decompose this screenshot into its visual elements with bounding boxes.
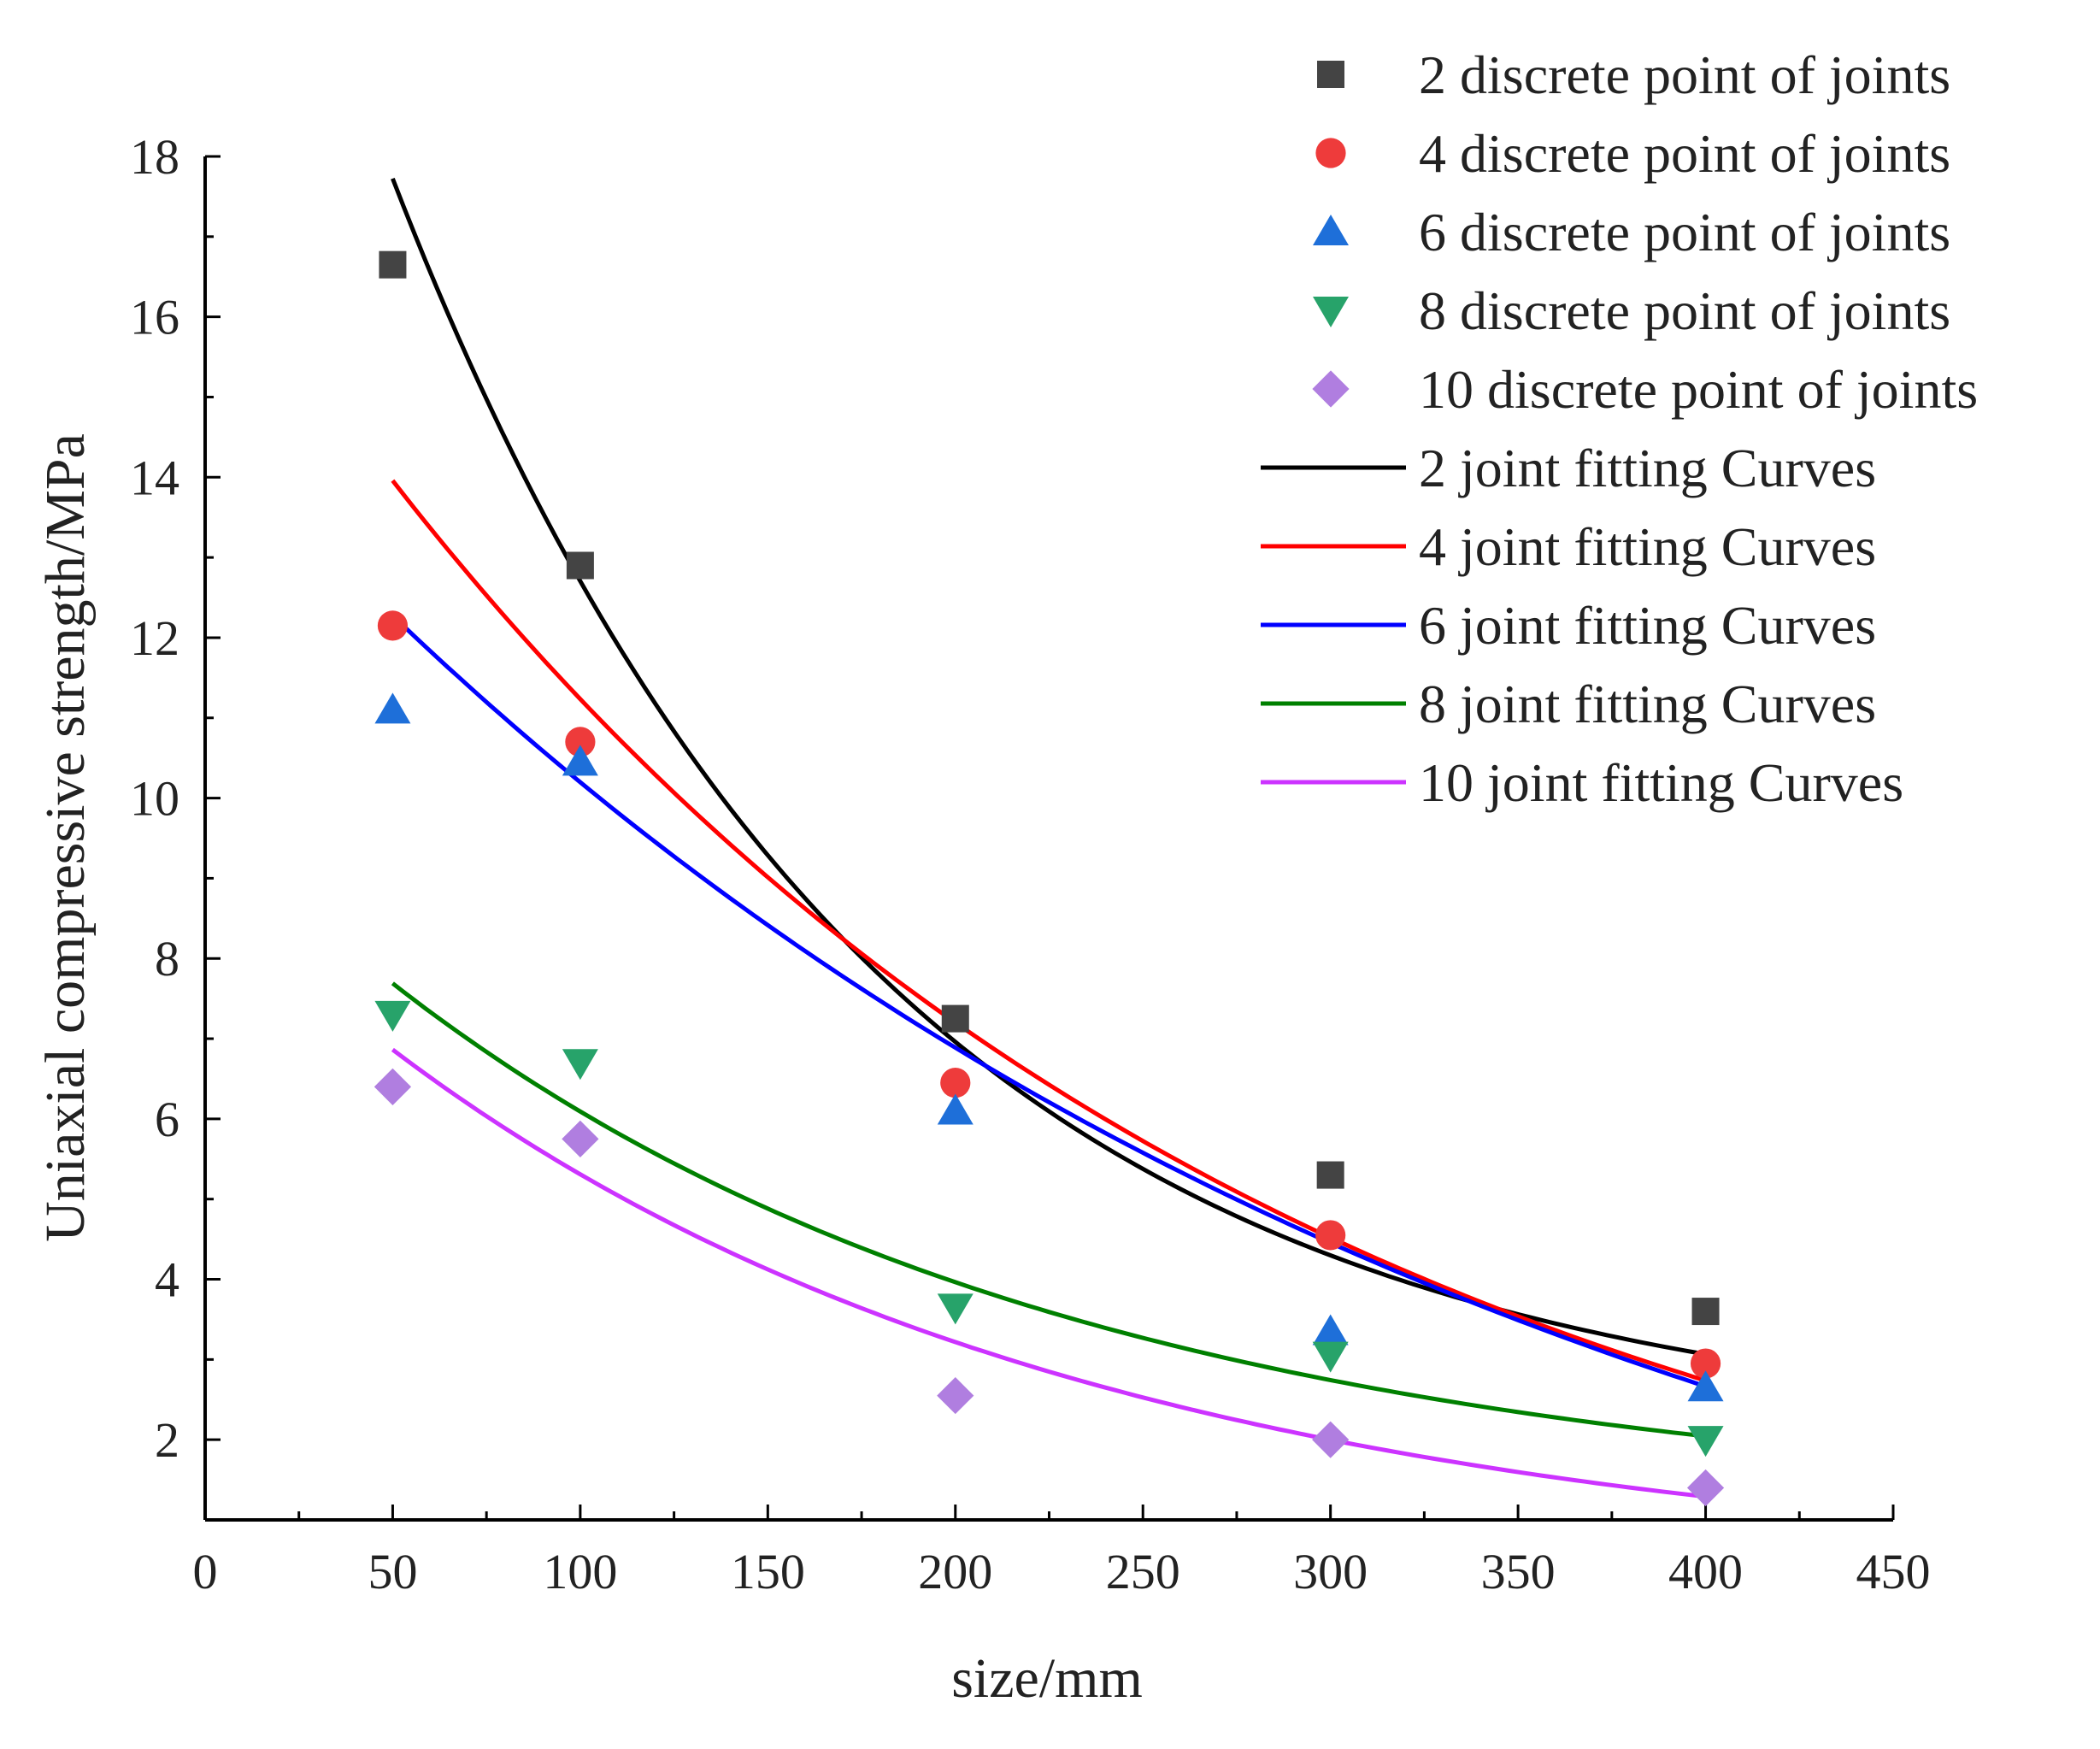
y-tick-label: 2 xyxy=(155,1412,179,1468)
legend-label-3: 6 discrete point of joints xyxy=(1419,202,1950,262)
legend-label-1: 2 discrete point of joints xyxy=(1419,44,1950,105)
legend-marker-1 xyxy=(1317,61,1344,88)
legend-label-2: 4 discrete point of joints xyxy=(1419,123,1950,184)
data-point-series-1 xyxy=(941,1004,969,1033)
data-point-series-4 xyxy=(937,1293,974,1325)
data-point-series-5 xyxy=(937,1376,974,1415)
y-axis-title: Uniaxial compressive strength/MPa xyxy=(34,433,97,1242)
data-point-series-5 xyxy=(562,1120,599,1157)
data-point-series-2 xyxy=(1315,1220,1346,1251)
fit-curve-5 xyxy=(391,1047,1706,1499)
data-point-series-2 xyxy=(1690,1348,1721,1379)
x-tick-label: 100 xyxy=(543,1544,617,1599)
y-tick-label: 14 xyxy=(130,450,179,505)
data-point-series-5 xyxy=(1686,1469,1725,1507)
fit-curves xyxy=(391,177,1707,1499)
data-point-series-4 xyxy=(562,1049,598,1081)
data-point-series-3 xyxy=(1687,1370,1724,1402)
y-axis: 2 4 6 8 10 12 14 16 18 xyxy=(130,129,221,1522)
y-tick-label: 12 xyxy=(130,610,179,666)
data-point-series-3 xyxy=(937,1093,974,1125)
x-axis: 0 50 100 150 200 250 300 350 400 450 xyxy=(193,1505,1931,1599)
data-point-series-1 xyxy=(1691,1298,1720,1326)
legend-marker-4 xyxy=(1313,297,1349,327)
data-point-series-3 xyxy=(374,692,411,724)
data-point-series-2 xyxy=(940,1068,971,1098)
y-tick-label: 16 xyxy=(130,290,179,345)
x-tick-label: 0 xyxy=(193,1544,218,1599)
legend-marker-3 xyxy=(1313,215,1349,245)
fit-curve-3 xyxy=(391,614,1707,1389)
data-point-series-1 xyxy=(566,551,594,580)
fit-curve-2 xyxy=(391,479,1707,1383)
y-tick-label: 18 xyxy=(130,129,179,185)
x-tick-label: 250 xyxy=(1106,1544,1180,1599)
legend-label-4: 8 discrete point of joints xyxy=(1419,280,1950,341)
legend: 2 discrete point of joints 4 discrete poi… xyxy=(1261,44,1978,813)
y-tick-label: 6 xyxy=(155,1092,179,1147)
data-point-series-3 xyxy=(562,745,598,776)
x-tick-label: 150 xyxy=(731,1544,805,1599)
x-tick-label: 200 xyxy=(918,1544,992,1599)
scatter-points xyxy=(374,250,1725,1507)
data-point-series-4 xyxy=(1312,1341,1349,1373)
legend-fit-label-3: 6 joint fitting Curves xyxy=(1419,595,1876,656)
legend-marker-5 xyxy=(1312,370,1350,408)
data-point-series-4 xyxy=(374,1000,411,1032)
legend-fit-label-2: 4 joint fitting Curves xyxy=(1419,516,1876,577)
legend-label-5: 10 discrete point of joints xyxy=(1419,359,1978,420)
data-point-series-2 xyxy=(565,727,596,757)
legend-fit-label-5: 10 joint fitting Curves xyxy=(1419,752,1903,813)
y-tick-label: 4 xyxy=(155,1252,179,1308)
x-tick-label: 400 xyxy=(1668,1544,1743,1599)
y-tick-label: 10 xyxy=(130,771,179,827)
data-point-series-4 xyxy=(1687,1426,1724,1458)
x-tick-label: 450 xyxy=(1856,1544,1931,1599)
legend-marker-2 xyxy=(1315,138,1346,168)
y-tick-label: 8 xyxy=(155,931,179,986)
x-tick-label: 300 xyxy=(1293,1544,1368,1599)
data-point-series-5 xyxy=(1312,1421,1350,1458)
data-point-series-1 xyxy=(379,250,407,279)
data-point-series-2 xyxy=(377,610,409,641)
data-point-series-3 xyxy=(1312,1314,1349,1346)
x-tick-label: 50 xyxy=(368,1544,417,1599)
x-axis-title: size/mm xyxy=(951,1647,1143,1710)
legend-fit-label-1: 2 joint fitting Curves xyxy=(1419,438,1876,498)
data-point-series-5 xyxy=(374,1068,412,1105)
x-tick-label: 350 xyxy=(1481,1544,1556,1599)
data-point-series-1 xyxy=(1316,1161,1344,1189)
legend-fit-label-4: 8 joint fitting Curves xyxy=(1419,674,1876,734)
fit-curve-4 xyxy=(391,981,1706,1439)
